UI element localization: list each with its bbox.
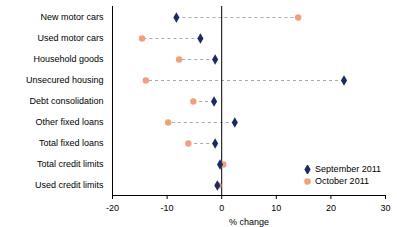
svg-text:0: 0 (219, 203, 224, 213)
svg-text:% change: % change (229, 217, 269, 227)
svg-text:10: 10 (271, 203, 281, 213)
html-text:October 2011: October 2011 (315, 176, 369, 186)
svg-text:Unsecured housing: Unsecured housing (26, 75, 104, 85)
svg-text:Total credit limits: Total credit limits (37, 159, 104, 169)
html-text:September 2011: September 2011 (315, 164, 381, 174)
svg-text:Other fixed loans: Other fixed loans (35, 117, 104, 127)
svg-text:30: 30 (380, 203, 390, 213)
svg-text:-10: -10 (161, 203, 174, 213)
svg-text:-20: -20 (106, 203, 119, 213)
svg-text:20: 20 (326, 203, 336, 213)
svg-text:Debt consolidation: Debt consolidation (29, 96, 103, 106)
svg-text:New motor cars: New motor cars (40, 12, 104, 22)
svg-text:Used motor cars: Used motor cars (37, 33, 104, 43)
svg-text:Used credit limits: Used credit limits (35, 180, 104, 190)
svg-text:Household goods: Household goods (33, 54, 104, 64)
svg-text:Total fixed loans: Total fixed loans (39, 138, 104, 148)
